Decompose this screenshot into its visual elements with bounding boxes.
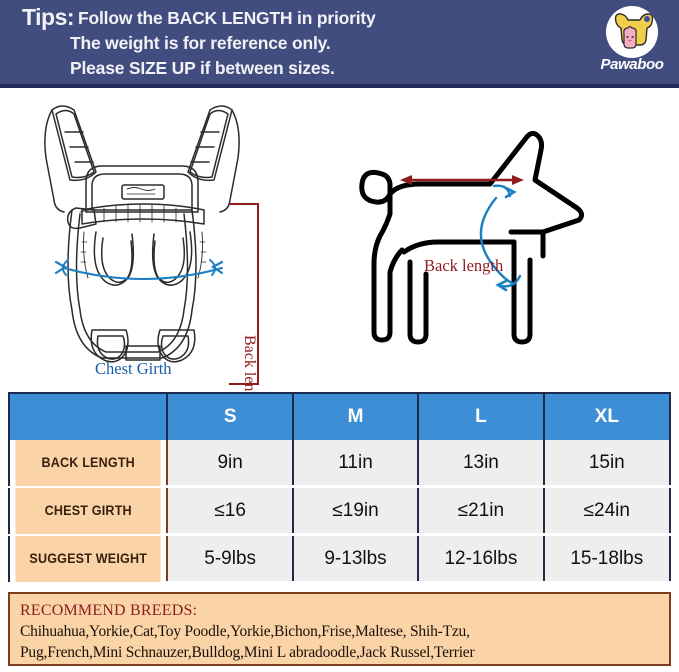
cell-suggest-weight-s: 5-9lbs — [167, 534, 294, 584]
row-label-back-length: BACK LENGTH — [14, 440, 163, 488]
table-row: SUGGEST WEIGHT 5-9lbs 9-13lbs 12-16lbs 1… — [9, 534, 670, 584]
size-header-m: M — [292, 393, 420, 440]
breeds-line-2: Pug,French,Mini Schnauzer,Bulldog,Mini L… — [20, 644, 475, 661]
brand-logo: Pawaboo — [597, 6, 667, 84]
cell-suggest-weight-m: 9-13lbs — [292, 534, 420, 584]
table-header-row: S M L XL — [9, 393, 670, 440]
dog-back-length-label: Back length — [424, 256, 504, 275]
table-row: BACK LENGTH 9in 11in 13in 15in — [9, 440, 670, 488]
tips-word: Tips: — [22, 4, 75, 30]
carrier-chest-girth-label: Chest Girth — [95, 359, 172, 378]
logo-badge-circle — [606, 6, 658, 58]
cell-chest-girth-l: ≤21in — [418, 486, 545, 536]
size-header-xl: XL — [543, 393, 670, 440]
tips-header-banner: Tips: Follow the BACK LENGTH in priority … — [0, 0, 679, 88]
row-label-suggest-weight: SUGGEST WEIGHT — [14, 534, 163, 584]
cell-back-length-l: 13in — [418, 440, 545, 488]
cell-back-length-s: 9in — [167, 440, 294, 488]
recommend-breeds-title: RECOMMEND BREEDS: — [20, 602, 198, 619]
size-header-l: L — [418, 393, 545, 440]
size-header-s: S — [167, 393, 294, 440]
breeds-line-1: Chihuahua,Yorkie,Cat,Toy Poodle,Yorkie,B… — [20, 623, 470, 640]
row-label-chest-girth: CHEST GIRTH — [14, 486, 163, 536]
cell-suggest-weight-xl: 15-18lbs — [543, 534, 670, 584]
pet-carrier-illustration — [44, 105, 259, 385]
pawaboo-mascot-icon — [614, 13, 654, 49]
cell-back-length-m: 11in — [292, 440, 420, 488]
cell-chest-girth-s: ≤16 — [167, 486, 294, 536]
cell-back-length-xl: 15in — [543, 440, 670, 488]
illustration-area: Chest Girth Back length Back length Ches… — [0, 92, 679, 421]
recommend-breeds-panel: RECOMMEND BREEDS: Chihuahua,Yorkie,Cat,T… — [8, 592, 671, 666]
cell-suggest-weight-l: 12-16lbs — [418, 534, 545, 584]
tips-text-block: Tips: Follow the BACK LENGTH in priority … — [22, 5, 376, 81]
tips-line-2: The weight is for reference only. — [70, 33, 331, 53]
size-chart-table: S M L XL BACK LENGTH 9in 11in 13in 15in … — [8, 392, 671, 584]
cell-chest-girth-xl: ≤24in — [543, 486, 670, 536]
table-row: CHEST GIRTH ≤16 ≤19in ≤21in ≤24in — [9, 486, 670, 536]
logo-brand-name: Pawaboo — [600, 56, 664, 73]
tips-line-1-text: Follow the BACK LENGTH in priority — [78, 8, 376, 28]
cell-chest-girth-m: ≤19in — [292, 486, 420, 536]
dog-outline-illustration — [359, 130, 585, 345]
table-corner-cell — [9, 393, 169, 440]
tips-line-1: Tips: Follow the BACK LENGTH in priority — [22, 5, 376, 31]
tips-line-3: Please SIZE UP if between sizes. — [70, 58, 335, 78]
